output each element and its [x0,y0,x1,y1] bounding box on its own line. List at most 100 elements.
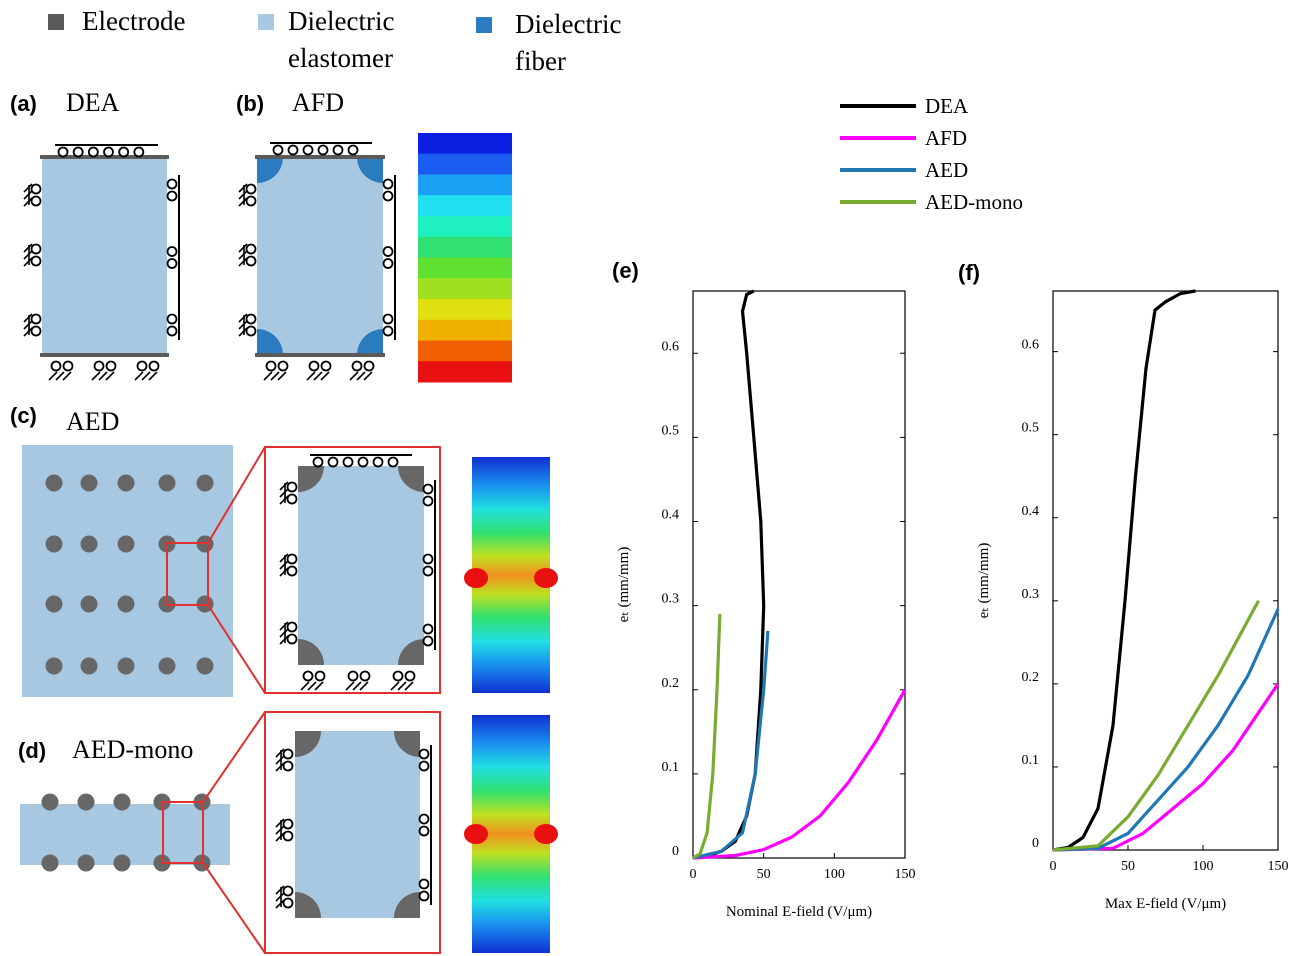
legend-label: AED-mono [925,190,1023,214]
roller [245,243,257,255]
roller [286,493,298,505]
electrode-dot [80,474,98,492]
electrode-dot [80,657,98,675]
hatch [270,371,280,381]
roller [148,360,160,372]
y-tick-label: 0.1 [1022,753,1040,768]
roller [166,178,178,190]
hatch [105,371,115,381]
contour-band [418,319,512,341]
hatch [279,560,289,570]
electrode-dot [80,535,98,553]
hatch [314,681,324,691]
roller [30,255,42,267]
panel-label: (b) [236,91,264,116]
hatch [23,327,33,337]
roller [312,456,324,468]
hatch [275,762,285,772]
roller [308,360,320,372]
roller [382,190,394,202]
hatch [23,243,33,253]
hatch [238,250,248,260]
electrode-dot [77,793,95,811]
hatch [238,320,248,330]
panel-label: (f) [958,260,980,285]
y-tick-label: 0.6 [1022,338,1040,353]
electrode-dot [45,595,63,613]
electrode-dot [45,535,63,553]
legend-label: DEA [925,94,969,118]
y-tick-label: 0.1 [662,760,680,775]
roller [286,621,298,633]
roller [245,325,257,337]
electrode-dot [45,657,63,675]
roller [418,890,430,902]
electrode-dot [77,854,95,872]
roller [30,183,42,195]
series-line [692,613,722,860]
roller [245,313,257,325]
hatch [345,681,355,691]
roller [62,360,74,372]
fiber [357,329,383,355]
roller [30,243,42,255]
roller [286,481,298,493]
hatch [275,825,285,835]
hatch [390,681,400,691]
hatch [349,371,359,381]
zoom-box [162,801,204,864]
roller [282,818,294,830]
fiber [295,731,321,757]
series-line [1052,600,1260,852]
roller [351,360,363,372]
roller [332,144,344,156]
legend-swatch [48,14,64,30]
roller [133,146,145,158]
roller [418,825,430,837]
y-tick-label: 0.3 [662,592,680,607]
fiber [295,892,321,918]
electrode-dot [196,657,214,675]
hatch [275,818,285,828]
roller [418,748,430,760]
hatch [307,681,317,691]
roller [387,456,399,468]
x-axis-label: Nominal E-field (V/μm) [726,904,872,920]
panel-name: DEA [66,88,120,117]
elastomer [298,466,424,665]
panel-label: (c) [10,403,37,428]
hatch [275,885,285,895]
x-tick-label: 0 [690,867,697,882]
hatch [148,371,158,381]
hatch [238,257,248,267]
hatch [238,197,248,207]
hatch [279,635,289,645]
roller [286,553,298,565]
series-line [692,689,907,860]
panel-label: (a) [10,91,37,116]
hatch [275,899,285,909]
roller [382,258,394,269]
hatch [55,371,65,381]
x-tick-label: 150 [895,867,916,882]
hatch [279,481,289,491]
hatch [300,681,310,691]
hatch [397,681,407,691]
hatch [98,371,108,381]
hatch [238,183,248,193]
roller [422,483,434,495]
elastomer [42,157,167,355]
roller [166,325,178,337]
panel-label: (d) [18,738,46,763]
roller [422,553,434,565]
roller [302,670,314,682]
legend-label: AFD [925,126,967,150]
contour-band [418,195,512,217]
fiber [357,157,383,183]
electrode-dot [158,657,176,675]
y-tick-label: 0.4 [1022,504,1040,519]
contour-band [418,174,512,196]
roller [166,246,178,257]
plot-frame [1052,290,1279,851]
